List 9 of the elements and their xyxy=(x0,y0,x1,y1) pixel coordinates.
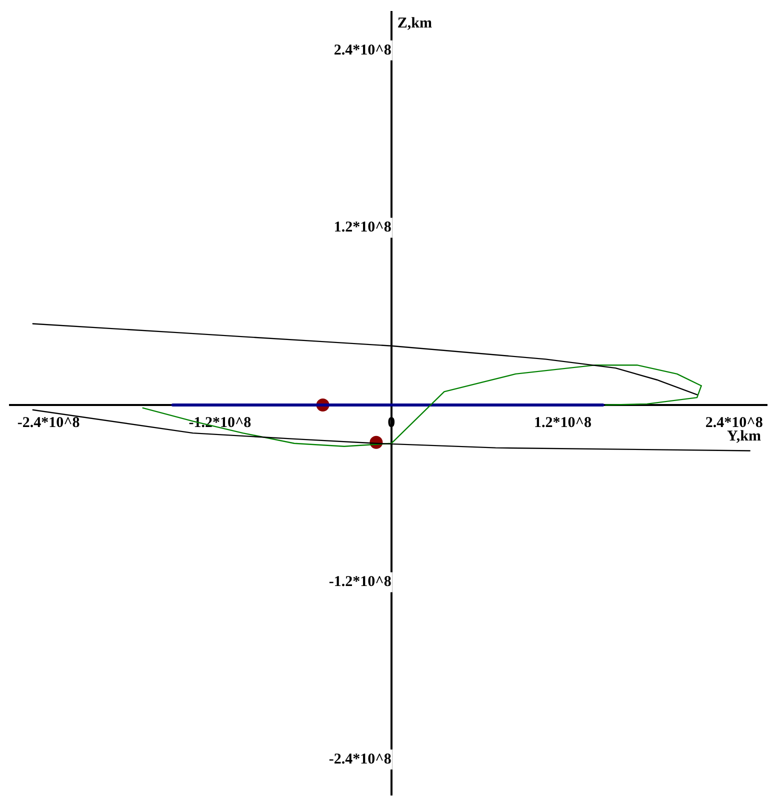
x-tick-label: 1.2*10^8 xyxy=(534,414,592,431)
y-tick-label: 1.2*10^8 xyxy=(334,220,392,236)
y-axis-title: Z,km xyxy=(397,15,432,32)
x-tick-label: -2.4*10^8 xyxy=(17,414,80,431)
y-tick-label: 2.4*10^8 xyxy=(334,42,392,58)
y-tick-label: -1.2*10^8 xyxy=(328,574,392,590)
x-tick-label: 2.4*10^8 xyxy=(705,414,763,431)
y-tick-label: -2.4*10^8 xyxy=(328,751,392,768)
x-axis-title: Y,km xyxy=(726,428,762,444)
